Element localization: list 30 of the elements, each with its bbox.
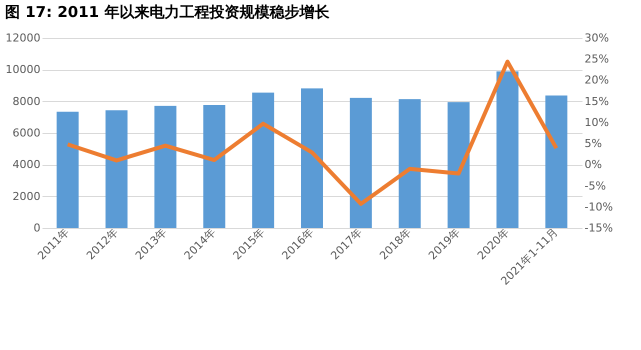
chart-title: 图 17: 2011 年以来电力工程投资规模稳步增长 <box>5 3 330 21</box>
bar <box>496 71 518 228</box>
bar <box>545 95 568 228</box>
y-tick-label: 2000 <box>12 190 40 203</box>
bar <box>350 98 372 228</box>
y-tick-label: 0 <box>34 222 40 234</box>
y2-tick-label: 15% <box>584 94 609 108</box>
bar <box>252 92 274 228</box>
bar <box>448 102 470 228</box>
y-tick-label: 12000 <box>6 32 40 44</box>
y-tick-label: 8000 <box>12 94 40 108</box>
bar <box>398 99 421 228</box>
y2-tick-label: 10% <box>584 116 609 129</box>
bar <box>154 106 176 228</box>
y-tick-label: 6000 <box>12 126 40 140</box>
bar <box>203 104 226 228</box>
y2-tick-label: 30% <box>584 32 609 44</box>
y2-tick-label: 25% <box>584 52 609 66</box>
y2-tick-label: -5% <box>584 179 606 192</box>
y2-tick-label: -15% <box>584 222 613 234</box>
y2-tick-label: 0% <box>584 158 602 172</box>
y2-tick-label: -10% <box>584 200 613 214</box>
bar <box>301 88 323 228</box>
bar <box>106 110 128 228</box>
bar <box>56 112 79 228</box>
y2-tick-label: 20% <box>584 74 609 87</box>
y2-tick-label: 5% <box>584 137 602 150</box>
y-tick-label: 4000 <box>12 158 40 172</box>
y-tick-label: 10000 <box>6 63 40 76</box>
line-series <box>66 60 558 206</box>
